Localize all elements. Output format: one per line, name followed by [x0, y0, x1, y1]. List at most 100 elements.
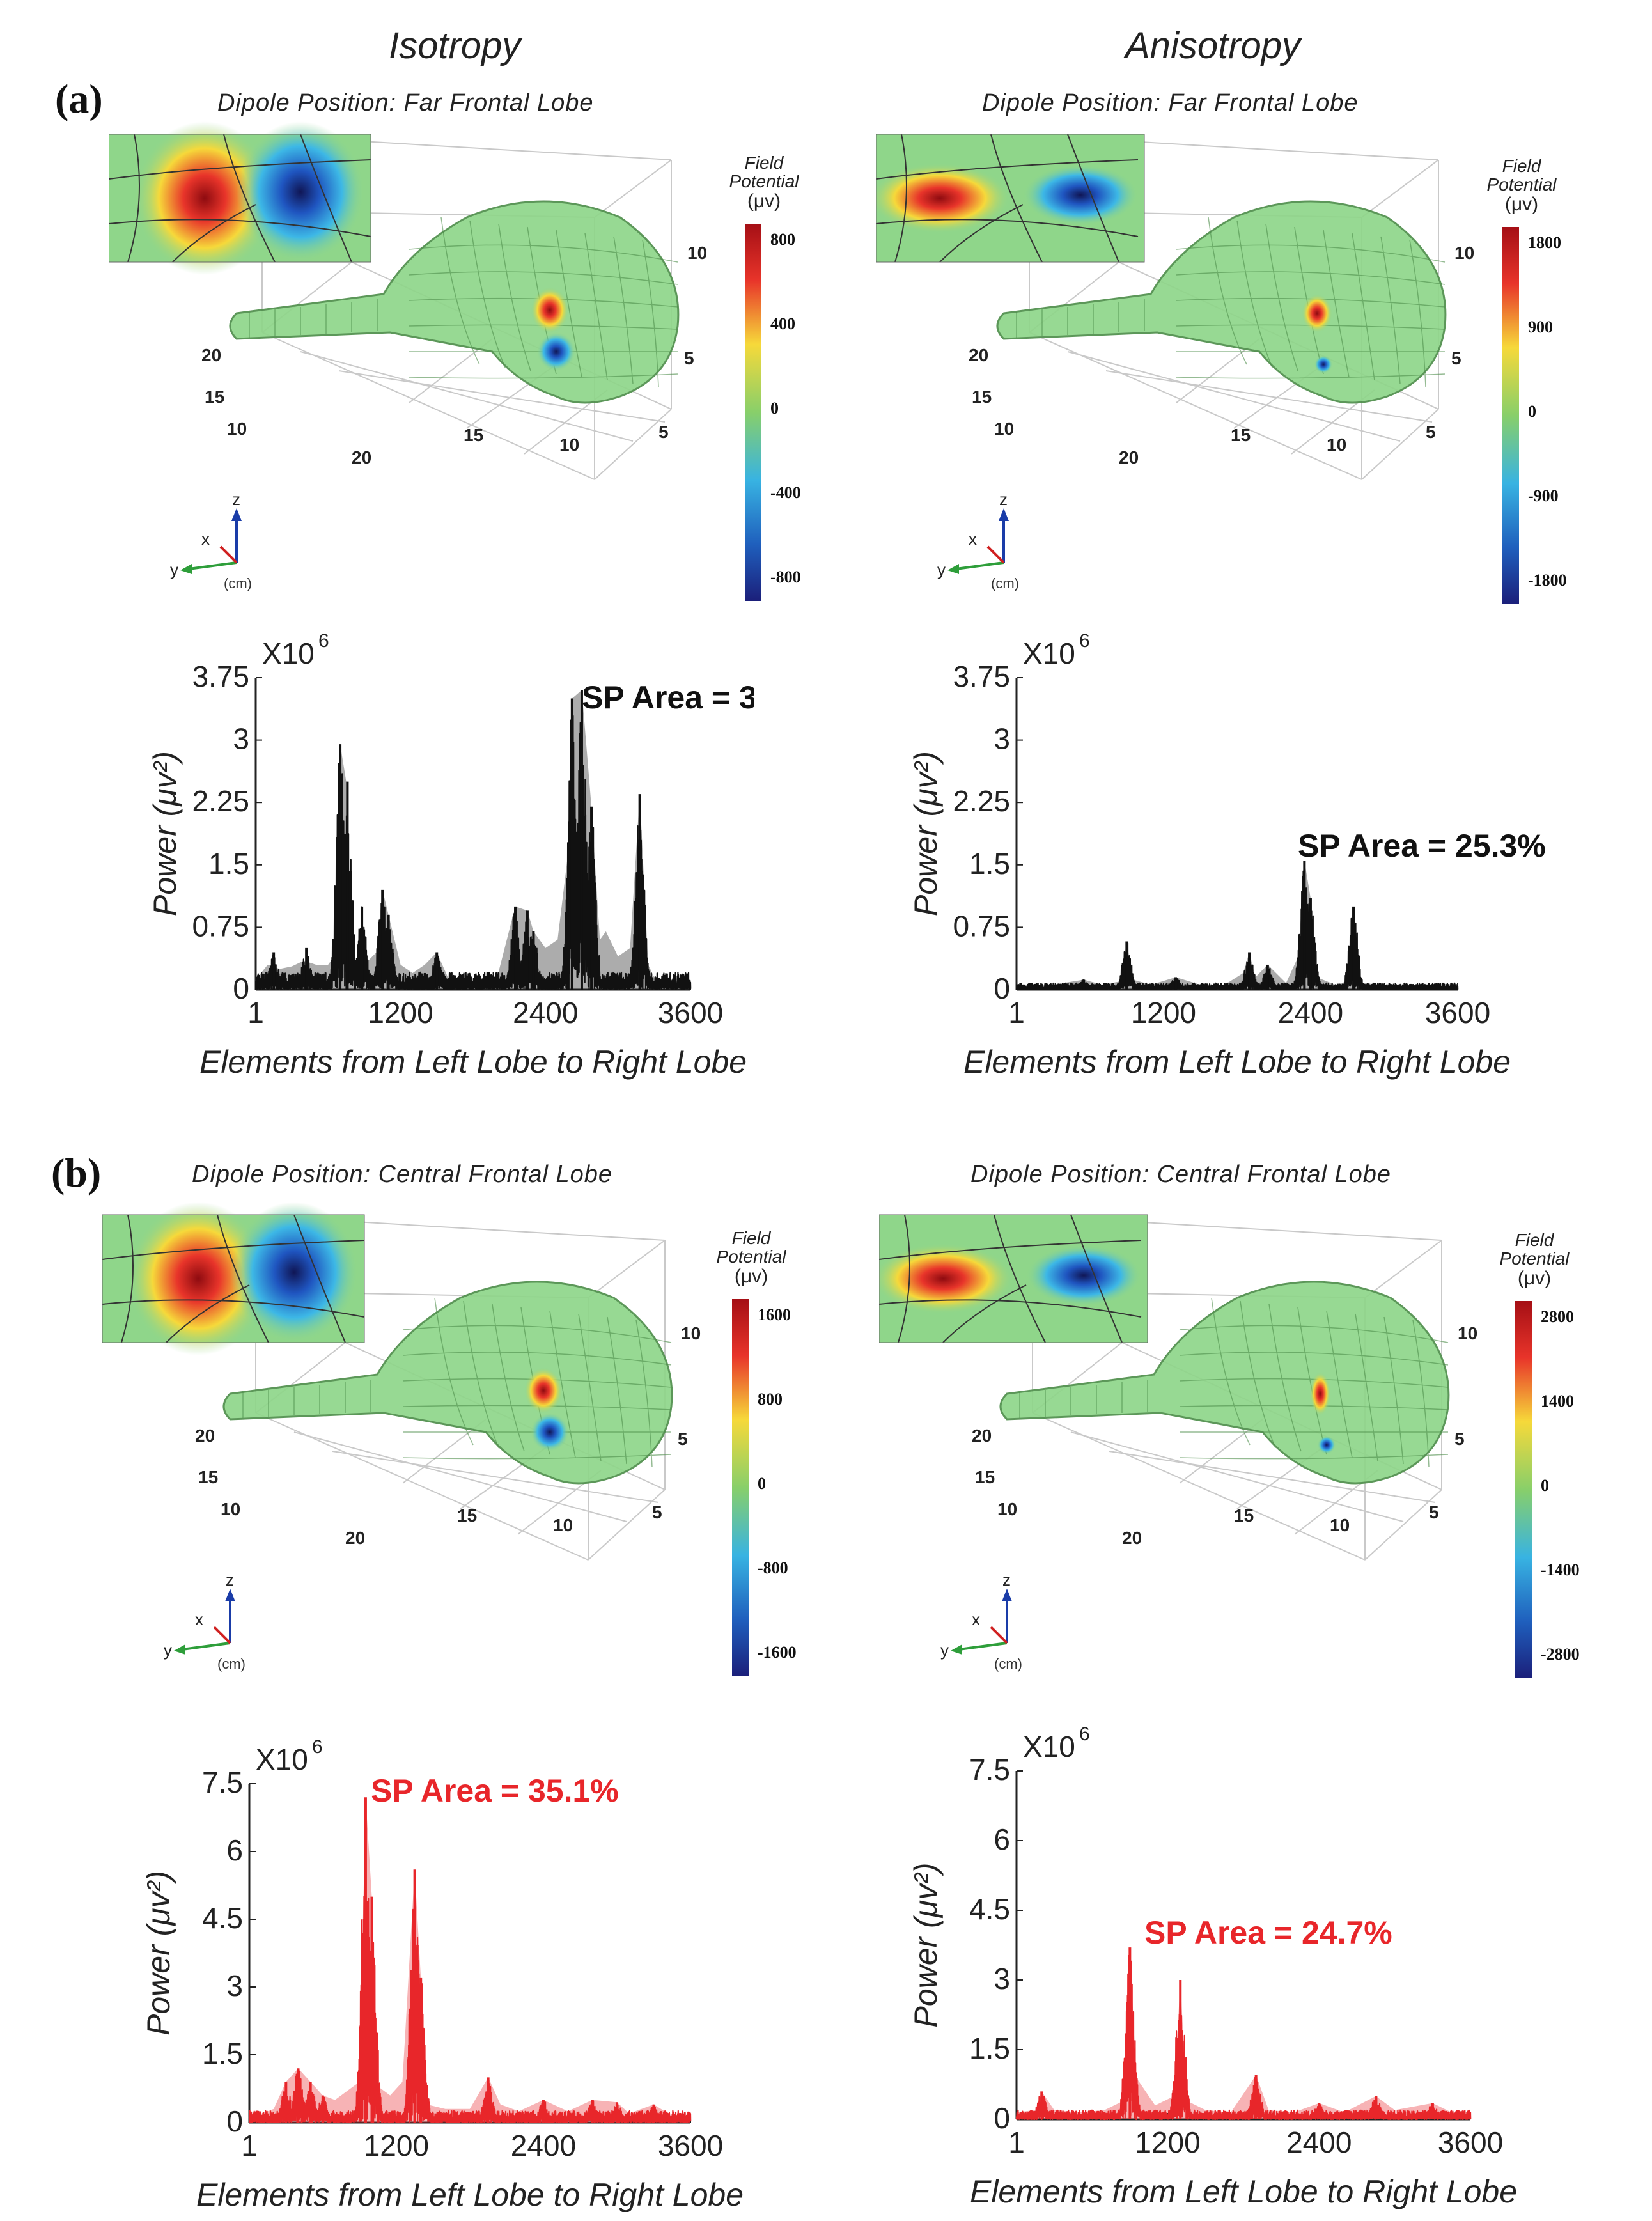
inset-hot	[876, 163, 1010, 233]
field-label-unit: (μv)	[1504, 193, 1539, 215]
x-tick-label: 2400	[511, 2129, 576, 2162]
power-trace	[1015, 1950, 1472, 2121]
inset-hot	[128, 1202, 269, 1355]
zoom-inset	[109, 121, 371, 275]
x-tick-label: 15	[1234, 1506, 1254, 1525]
x-tick-label: 5	[658, 422, 669, 442]
colorbar-tick-label: 0	[1541, 1476, 1549, 1495]
y-tick-label: 3	[233, 722, 249, 756]
axis-triad: z x y (cm)	[164, 1570, 245, 1672]
trace-group	[254, 690, 692, 991]
zoom-inset	[876, 134, 1145, 263]
dipole-title-b-right: Dipole Position: Central Frontal Lobe	[970, 1161, 1392, 1188]
colorbar-tick-label: 400	[770, 315, 795, 333]
trace-group	[1015, 1947, 1472, 2121]
y-tick-label: 3	[226, 1969, 243, 2002]
panel-label-b: (b)	[51, 1150, 102, 1196]
colorbar-fill	[732, 1299, 749, 1676]
y-tick-label: 6	[994, 1823, 1010, 1856]
colorbar-tick-label: -1600	[758, 1643, 797, 1662]
power-chart-a-isotropy: 0 0.75 1.5 2.25 3 3.75 1 1200 2400 3600 X10 6 Power …	[147, 633, 754, 1080]
field-label-unit: (μv)	[747, 190, 781, 212]
colorbar-tick-label: 1400	[1541, 1392, 1574, 1410]
colorbar-tick-label: 2800	[1541, 1307, 1574, 1326]
dipole-title-b-left: Dipole Position: Central Frontal Lobe	[192, 1161, 613, 1188]
y-arrow	[188, 561, 237, 570]
z-tick-label: 10	[687, 243, 707, 263]
triad-y-label: y	[940, 1640, 949, 1660]
triad-x-label: x	[969, 529, 977, 549]
x-tick-label: 1200	[368, 996, 433, 1029]
y-axis-label: Power (μv²)	[147, 751, 183, 916]
y-multiplier-exponent: 6	[1079, 633, 1090, 651]
x-tick-label: 2400	[1278, 996, 1343, 1029]
x-tick-label: 15	[1231, 425, 1251, 445]
x-tick-label: 10	[1330, 1515, 1350, 1535]
sp-area-label: SP Area = 25.3%	[1298, 828, 1546, 864]
x-tick-label: 3600	[1425, 996, 1490, 1029]
y-tick-label: 0	[994, 2101, 1010, 2135]
colorbar-tick-label: 0	[758, 1474, 766, 1493]
x-axis-label: Elements from Left Lobe to Right Lobe	[199, 1044, 747, 1080]
y-tick-label: 1.5	[969, 2032, 1010, 2065]
zoom-inset	[102, 1202, 365, 1355]
trace-envelope	[249, 1797, 690, 2123]
colorbar-gradient	[745, 224, 761, 601]
colorbar-tick-label: 1800	[1528, 233, 1561, 252]
header-anisotropy: Anisotropy	[1125, 25, 1301, 66]
colorbar-tick-label: 1600	[758, 1305, 791, 1324]
x-tick-label: 1200	[1131, 996, 1196, 1029]
triad-y-label: y	[170, 560, 178, 579]
x-tick-label: 5	[1426, 422, 1436, 442]
y-tick-label: 15	[972, 387, 992, 407]
y-axis-label: Power (μv²)	[141, 1871, 176, 2036]
y-tick-label: 3	[994, 1962, 1010, 1995]
z-tick-label: 5	[678, 1429, 688, 1449]
field-label-line1: Field	[1502, 156, 1541, 176]
triad-unit-label: (cm)	[994, 1656, 1022, 1672]
y-tick-label: 20	[969, 345, 988, 365]
head-mesh	[222, 1281, 673, 1485]
y-tick-label: 0.75	[953, 909, 1010, 942]
dipole-title-a-left: Dipole Position: Far Frontal Lobe	[217, 90, 594, 116]
x-tick-label: 2400	[1286, 2126, 1352, 2159]
trace-envelope	[1017, 1947, 1470, 2119]
hot-spot	[524, 1368, 563, 1414]
colorbar-fill	[1502, 227, 1519, 604]
trace-group	[248, 1797, 692, 2124]
y-tick-label: 15	[198, 1467, 218, 1487]
cold-spot	[531, 1413, 569, 1451]
x-tick-label: 15	[464, 425, 483, 445]
triad-z-label: z	[232, 490, 240, 509]
hot-spot	[1310, 1372, 1330, 1415]
hot-spot	[531, 287, 569, 333]
power-trace	[254, 715, 692, 991]
field-label-line1: Field	[731, 1228, 771, 1248]
trace-envelope	[1017, 861, 1458, 990]
field-label-line2: Potential	[1499, 1249, 1570, 1269]
zoom-inset	[879, 1214, 1148, 1343]
colorbar-tick-label: 900	[1528, 318, 1553, 336]
y-multiplier-exponent: 6	[312, 1736, 323, 1757]
field-label-line2: Potential	[729, 171, 799, 192]
hot-spot	[1302, 294, 1332, 332]
x-tick-label: 1	[247, 996, 264, 1029]
power-chart-a-anisotropy: 0 0.75 1.5 2.25 3 3.75 1 1200 2400 3600 X10 6 Power …	[908, 633, 1546, 1080]
y-tick-label: 10	[997, 1499, 1017, 1519]
z-tick-label: 5	[1451, 348, 1461, 368]
sp-area-label: SP Area = 35.1%	[371, 1773, 619, 1809]
colorbar-tick-label: 0	[1528, 402, 1536, 421]
y-tick-label: 3.75	[953, 660, 1010, 693]
y-tick-label: 10	[227, 419, 247, 439]
y-tick-label: 2.25	[192, 784, 249, 818]
trace-group	[1015, 861, 1459, 991]
y-tick-label: 7.5	[969, 1753, 1010, 1786]
y-tick-label: 2.25	[953, 784, 1010, 818]
